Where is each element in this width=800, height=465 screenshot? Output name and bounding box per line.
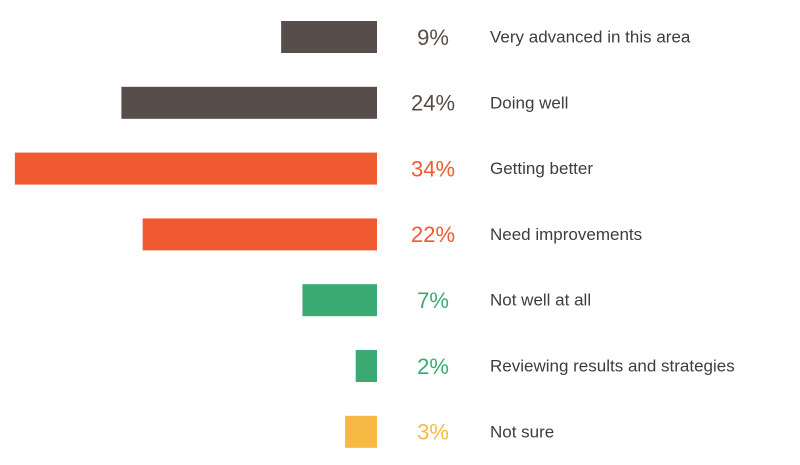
- category-label: Doing well: [490, 93, 568, 112]
- bar: [121, 86, 378, 119]
- value-label: 3%: [417, 420, 449, 445]
- bar: [345, 415, 377, 448]
- category-label: Very advanced in this area: [490, 27, 691, 46]
- bar: [142, 218, 377, 251]
- value-label: 24%: [411, 91, 455, 116]
- value-label: 2%: [417, 354, 449, 379]
- value-label: 34%: [411, 156, 455, 181]
- category-label: Need improvements: [490, 225, 642, 244]
- category-label: Getting better: [490, 159, 593, 178]
- category-label: Not sure: [490, 422, 554, 441]
- bar: [14, 152, 378, 185]
- bar: [302, 284, 377, 317]
- value-label: 9%: [417, 25, 449, 50]
- value-label: 22%: [411, 222, 455, 247]
- bar: [281, 21, 377, 53]
- bar: [355, 350, 377, 382]
- category-label: Reviewing results and strategies: [490, 356, 735, 375]
- category-label: Not well at all: [490, 291, 591, 310]
- value-label: 7%: [417, 288, 449, 313]
